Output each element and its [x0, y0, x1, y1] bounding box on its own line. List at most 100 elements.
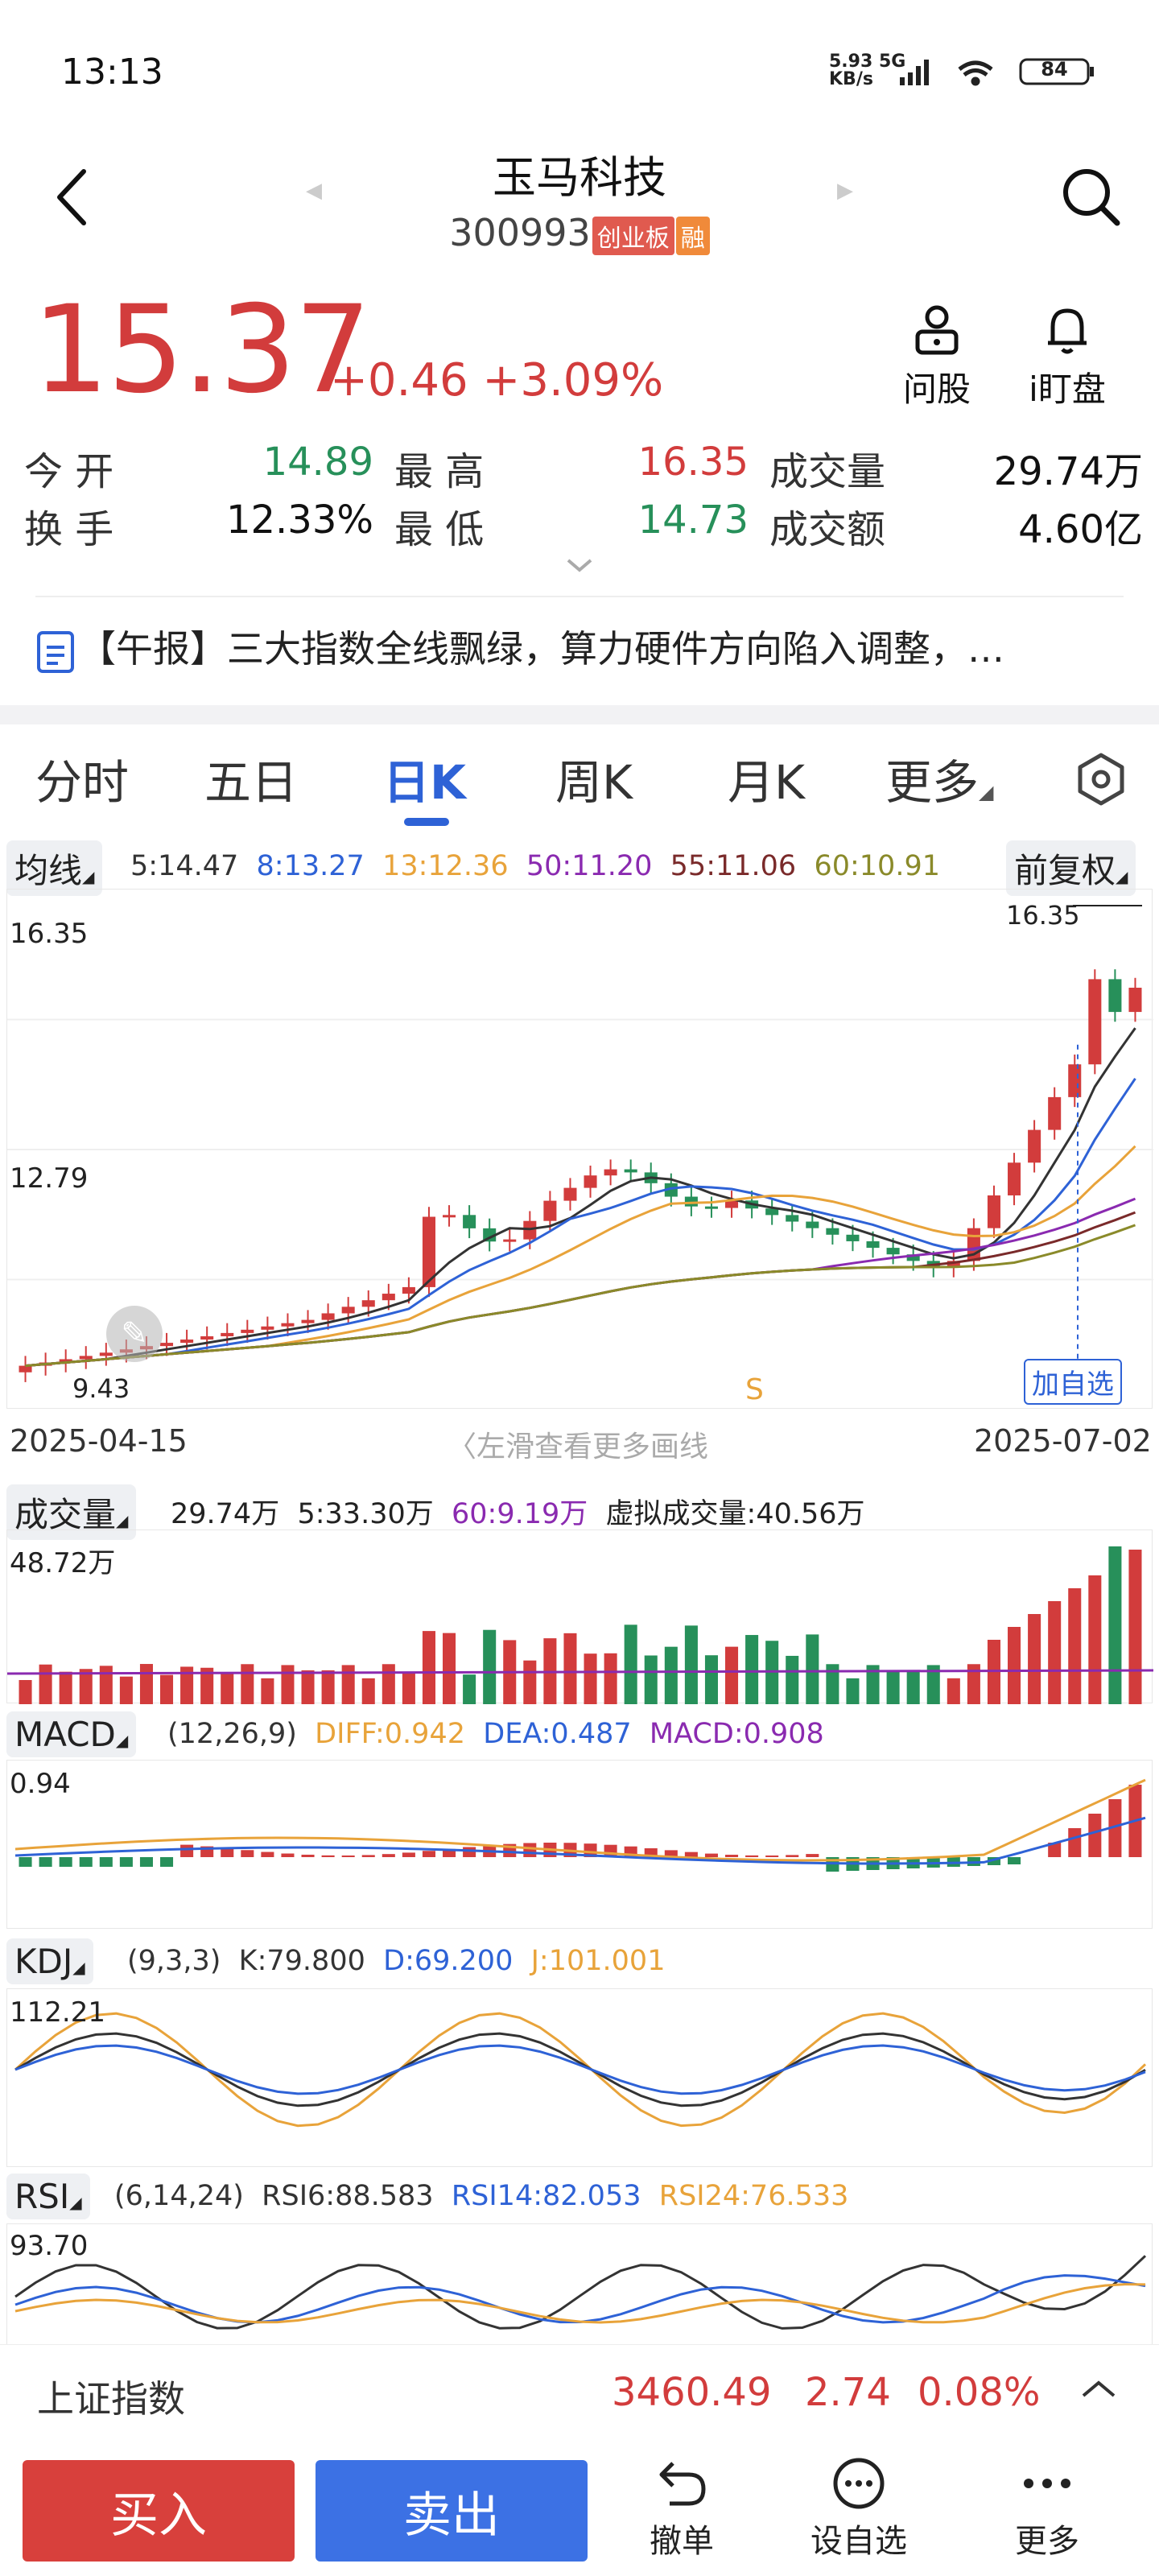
kdj-legend: (9,3,3) K:79.800 D:69.200 J:101.001	[127, 1945, 665, 1977]
volume-bar	[402, 1673, 415, 1704]
volume-bar	[523, 1660, 537, 1704]
macd-bar	[745, 1855, 759, 1857]
more-label: 更多	[1015, 2523, 1079, 2560]
macd-value: MACD:0.908	[649, 1718, 824, 1750]
macd-bar	[443, 1848, 456, 1857]
candle-body	[402, 1286, 415, 1294]
candle-body	[443, 1215, 456, 1218]
candle-body	[543, 1200, 557, 1221]
index-bar[interactable]	[0, 2344, 1159, 2439]
volume-bar	[1028, 1614, 1041, 1704]
rsi6-line	[14, 2255, 1147, 2330]
ma8-value: 8:13.27	[256, 850, 365, 882]
macd-bar	[1008, 1857, 1021, 1864]
volume-bar	[1108, 1546, 1122, 1704]
macd-bar	[301, 1854, 315, 1857]
bell-icon	[1048, 308, 1087, 354]
undo-icon	[659, 2462, 706, 2506]
ask-stock-button[interactable]: 问股	[881, 304, 993, 411]
rsi-selector[interactable]: RSI◢	[6, 2174, 90, 2219]
dropdown-triangle-icon: ◢	[116, 1511, 129, 1530]
start-date: 2025-04-15	[10, 1423, 188, 1459]
macd-svg	[14, 1778, 1146, 1872]
ma-selector[interactable]: 均线◢	[6, 840, 103, 896]
current-price: 15.37	[32, 280, 371, 420]
kline-y-mid: 12.79	[10, 1162, 89, 1195]
index-expand-button[interactable]	[1079, 2376, 1119, 2404]
ma-line	[25, 1224, 1136, 1368]
cancel-order-button[interactable]: 撤单	[621, 2455, 742, 2562]
volume-bar	[1048, 1601, 1062, 1704]
kdj-selector[interactable]: KDJ◢	[6, 1938, 93, 1984]
volume-value: 29.74万	[993, 449, 1143, 494]
candle-body	[947, 1261, 960, 1268]
volume-bar	[1088, 1575, 1102, 1704]
turnover-value: 12.33%	[225, 497, 373, 543]
candle-body	[826, 1228, 839, 1235]
drawing-tool-button[interactable]: ✎	[106, 1306, 163, 1362]
macd-bar	[241, 1850, 254, 1857]
volume-bar	[926, 1665, 940, 1704]
adjust-label: 前复权	[1014, 851, 1116, 890]
kline-chart[interactable]	[6, 889, 1153, 1409]
macd-bar	[684, 1852, 698, 1857]
dropdown-triangle-icon: ◢	[115, 1731, 129, 1750]
high-marker-label: 16.35	[1006, 900, 1080, 931]
tab-intraday[interactable]: 分时	[35, 755, 130, 810]
virtual-volume: 虚拟成交量:40.56万	[605, 1498, 865, 1530]
tab-daily-k[interactable]: 日K	[383, 755, 466, 810]
chart-settings-button[interactable]	[1070, 749, 1132, 810]
tab-weekly-k[interactable]: 周K	[555, 755, 633, 810]
buy-button[interactable]: 买入	[23, 2460, 295, 2562]
add-watch-chart-button[interactable]: 加自选	[1024, 1359, 1122, 1405]
ma-line	[25, 1027, 1136, 1368]
candle-body	[59, 1359, 72, 1363]
stock-name: 玉马科技	[493, 152, 666, 203]
adjust-selector[interactable]: 前复权◢	[1006, 840, 1136, 896]
price-change: +0.46 +3.09%	[330, 354, 663, 407]
macd-diff: DIFF:0.942	[315, 1718, 465, 1750]
more-button[interactable]: 更多	[987, 2455, 1107, 2562]
back-button[interactable]	[48, 165, 97, 229]
tab-more[interactable]: 更多◢	[885, 745, 993, 812]
macd-bar	[644, 1848, 658, 1857]
volume-bar	[704, 1655, 718, 1704]
tab-monthly-k[interactable]: 月K	[728, 755, 806, 810]
dropdown-triangle-icon: ◢	[72, 1958, 85, 1977]
watch-button[interactable]: i盯盘	[1011, 304, 1124, 411]
amount-label: 成交额	[769, 507, 886, 552]
candle-body	[341, 1307, 355, 1314]
change-percent: +3.09%	[482, 354, 664, 407]
volume-ma60: 60:9.19万	[452, 1498, 588, 1530]
expand-stats-button[interactable]	[563, 555, 596, 578]
volume-selector[interactable]: 成交量◢	[6, 1484, 137, 1540]
add-watchlist-button[interactable]: 设自选	[798, 2455, 919, 2562]
high-label: 最 高	[394, 449, 485, 494]
tab-five-day[interactable]: 五日	[204, 755, 299, 810]
macd-bar	[160, 1857, 174, 1867]
swipe-hint-text: 左滑查看更多画线	[476, 1430, 709, 1463]
next-stock-button[interactable]: ▶	[837, 179, 853, 203]
candle-body	[906, 1254, 920, 1261]
s-marker: S	[745, 1373, 764, 1406]
candle-body	[281, 1323, 295, 1327]
ma55-value: 55:11.06	[670, 850, 797, 882]
drawing-icon: ✎	[121, 1315, 148, 1352]
volume-bar	[119, 1676, 133, 1704]
net-speed-unit: KB/s	[829, 69, 873, 89]
macd-y-top: 0.94	[10, 1768, 71, 1800]
rsi-24: RSI24:76.533	[658, 2180, 849, 2212]
macd-bar	[725, 1855, 739, 1857]
candle-body	[1008, 1162, 1021, 1195]
candle-body	[563, 1187, 577, 1201]
cancel-order-label: 撤单	[650, 2523, 714, 2560]
active-tab-indicator	[404, 818, 449, 826]
prev-stock-button[interactable]: ◀	[306, 179, 322, 203]
document-icon	[37, 630, 74, 673]
volume-bar	[604, 1653, 617, 1704]
sell-button[interactable]: 卖出	[316, 2460, 588, 2562]
news-ticker[interactable]: 【午报】三大指数全线飘绿，算力硬件方向陷入调整，…	[35, 620, 1130, 684]
rsi-6: RSI6:88.583	[262, 2180, 434, 2212]
macd-selector[interactable]: MACD◢	[6, 1711, 137, 1757]
search-button[interactable]	[1059, 165, 1124, 229]
